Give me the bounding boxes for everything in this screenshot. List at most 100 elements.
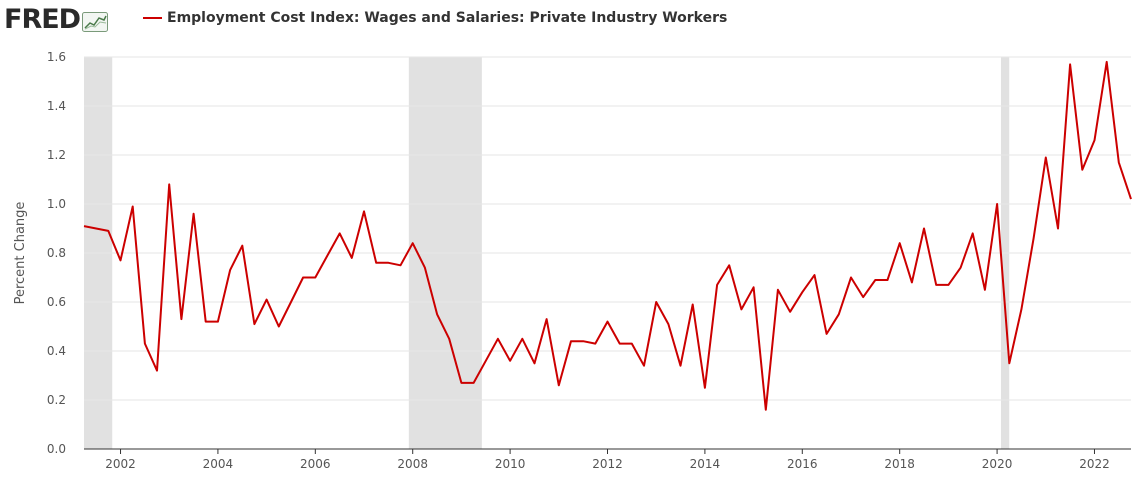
data-point[interactable] <box>1079 167 1085 173</box>
data-point[interactable] <box>191 211 197 217</box>
data-point[interactable] <box>471 380 477 386</box>
data-point[interactable] <box>1006 360 1012 366</box>
data-point[interactable] <box>154 368 160 374</box>
fred-logo[interactable]: FRED <box>4 4 109 36</box>
data-point[interactable] <box>227 267 233 273</box>
data-point[interactable] <box>1091 137 1097 143</box>
data-point[interactable] <box>933 282 939 288</box>
data-point[interactable] <box>763 407 769 413</box>
data-point[interactable] <box>337 230 343 236</box>
data-point[interactable] <box>410 240 416 246</box>
data-point[interactable] <box>507 358 513 364</box>
data-point[interactable] <box>300 275 306 281</box>
data-point[interactable] <box>142 341 148 347</box>
x-tick-label: 2010 <box>495 457 526 471</box>
data-point[interactable] <box>495 336 501 342</box>
data-point[interactable] <box>678 363 684 369</box>
data-point[interactable] <box>580 338 586 344</box>
data-point[interactable] <box>203 319 209 325</box>
data-point[interactable] <box>751 284 757 290</box>
x-tick-label: 2008 <box>397 457 428 471</box>
data-point[interactable] <box>836 311 842 317</box>
data-point[interactable] <box>860 294 866 300</box>
data-point[interactable] <box>1031 235 1037 241</box>
data-point[interactable] <box>945 282 951 288</box>
x-tick-label: 2022 <box>1079 457 1110 471</box>
y-tick-label: 1.6 <box>47 50 66 64</box>
y-axis-label: Percent Change <box>13 202 28 305</box>
legend: Employment Cost Index: Wages and Salarie… <box>143 10 727 26</box>
data-point[interactable] <box>811 272 817 278</box>
data-point[interactable] <box>994 201 1000 207</box>
data-point[interactable] <box>1055 226 1061 232</box>
data-point[interactable] <box>434 311 440 317</box>
series-line[interactable] <box>83 60 1132 411</box>
data-point[interactable] <box>665 321 671 327</box>
data-point[interactable] <box>349 255 355 261</box>
data-point[interactable] <box>312 275 318 281</box>
data-point[interactable] <box>592 341 598 347</box>
data-point[interactable] <box>239 243 245 249</box>
data-point[interactable] <box>519 336 525 342</box>
data-point[interactable] <box>324 252 330 258</box>
data-point[interactable] <box>775 287 781 293</box>
data-point[interactable] <box>483 358 489 364</box>
data-point[interactable] <box>1128 196 1134 202</box>
data-point[interactable] <box>824 331 830 337</box>
legend-swatch <box>143 17 162 19</box>
data-point[interactable] <box>653 299 659 305</box>
data-point[interactable] <box>276 324 282 330</box>
data-point[interactable] <box>458 380 464 386</box>
data-point[interactable] <box>288 299 294 305</box>
data-point[interactable] <box>385 260 391 266</box>
data-point[interactable] <box>641 363 647 369</box>
data-point[interactable] <box>702 385 708 391</box>
data-point[interactable] <box>714 282 720 288</box>
x-tick-label: 2014 <box>690 457 721 471</box>
data-point[interactable] <box>544 316 550 322</box>
data-point[interactable] <box>787 309 793 315</box>
data-point[interactable] <box>885 277 891 283</box>
data-point[interactable] <box>848 275 854 281</box>
data-point[interactable] <box>982 287 988 293</box>
data-point[interactable] <box>215 319 221 325</box>
data-point[interactable] <box>897 240 903 246</box>
data-point[interactable] <box>105 228 111 234</box>
data-point[interactable] <box>373 260 379 266</box>
data-point[interactable] <box>1116 159 1122 165</box>
data-point[interactable] <box>909 279 915 285</box>
fred-logo-text: FRED <box>4 4 81 35</box>
data-point[interactable] <box>422 265 428 271</box>
data-point[interactable] <box>568 338 574 344</box>
x-tick-label: 2020 <box>982 457 1013 471</box>
data-point[interactable] <box>1043 154 1049 160</box>
data-point[interactable] <box>556 382 562 388</box>
data-point[interactable] <box>738 306 744 312</box>
data-point[interactable] <box>251 321 257 327</box>
data-point[interactable] <box>605 319 611 325</box>
data-point[interactable] <box>872 277 878 283</box>
data-point[interactable] <box>690 301 696 307</box>
data-point[interactable] <box>264 297 270 303</box>
data-point[interactable] <box>361 208 367 214</box>
data-point[interactable] <box>617 341 623 347</box>
data-point[interactable] <box>531 360 537 366</box>
data-point[interactable] <box>1104 59 1110 65</box>
x-tick-label: 2002 <box>105 457 136 471</box>
data-point[interactable] <box>629 341 635 347</box>
data-point[interactable] <box>81 223 87 229</box>
data-point[interactable] <box>799 289 805 295</box>
data-point[interactable] <box>970 230 976 236</box>
data-point[interactable] <box>921 226 927 232</box>
data-point[interactable] <box>446 336 452 342</box>
data-point[interactable] <box>1018 306 1024 312</box>
data-point[interactable] <box>130 203 136 209</box>
data-point[interactable] <box>958 265 964 271</box>
data-point[interactable] <box>118 257 124 263</box>
data-point[interactable] <box>398 262 404 268</box>
data-point[interactable] <box>726 262 732 268</box>
data-point[interactable] <box>178 316 184 322</box>
data-point[interactable] <box>1067 61 1073 67</box>
data-point[interactable] <box>166 181 172 187</box>
